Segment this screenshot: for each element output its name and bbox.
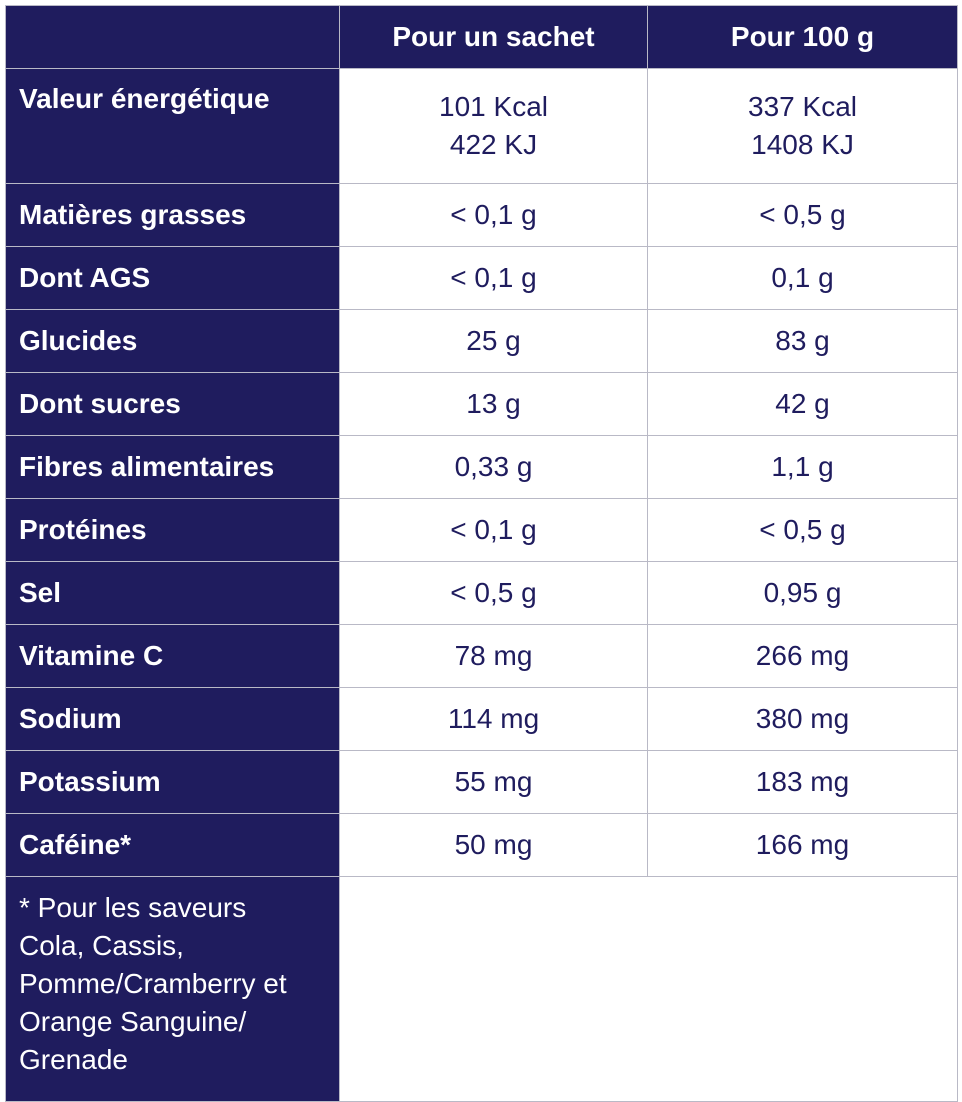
table-row: Dont AGS < 0,1 g 0,1 g — [5, 246, 958, 310]
row-label: Protéines — [5, 498, 340, 562]
row-label: Fibres alimentaires — [5, 435, 340, 499]
cell-energy-sachet: 101 Kcal 422 KJ — [339, 68, 648, 184]
cell-100g: 0,95 g — [647, 561, 958, 625]
cell-100g: < 0,5 g — [647, 498, 958, 562]
cell-100g: 1,1 g — [647, 435, 958, 499]
table-row: Sodium 114 mg 380 mg — [5, 687, 958, 751]
cell-sachet: 0,33 g — [339, 435, 648, 499]
header-row: Pour un sachet Pour 100 g — [5, 5, 958, 69]
cell-energy-100g: 337 Kcal 1408 KJ — [647, 68, 958, 184]
header-per-sachet: Pour un sachet — [339, 5, 648, 69]
footnote-empty-area — [339, 876, 958, 1102]
row-label: Glucides — [5, 309, 340, 373]
row-label: Sel — [5, 561, 340, 625]
table-row: Glucides 25 g 83 g — [5, 309, 958, 373]
footnote-line: Orange Sanguine/ — [19, 1006, 247, 1037]
header-per-100g: Pour 100 g — [647, 5, 958, 69]
cell-100g: 83 g — [647, 309, 958, 373]
row-label: Sodium — [5, 687, 340, 751]
row-label: Dont sucres — [5, 372, 340, 436]
row-label: Caféine* — [5, 813, 340, 877]
footnote-line: Cola, Cassis, — [19, 930, 184, 961]
footnote-line: * Pour les saveurs — [19, 892, 247, 923]
table-row: Dont sucres 13 g 42 g — [5, 372, 958, 436]
cell-100g: 266 mg — [647, 624, 958, 688]
header-corner — [5, 5, 340, 69]
cell-100g: 166 mg — [647, 813, 958, 877]
table-row: Matières grasses < 0,1 g < 0,5 g — [5, 183, 958, 247]
footnote-row: * Pour les saveurs Cola, Cassis, Pomme/C… — [5, 876, 958, 1102]
cell-sachet: 25 g — [339, 309, 648, 373]
cell-100g: 42 g — [647, 372, 958, 436]
cell-sachet: 55 mg — [339, 750, 648, 814]
table-row-energy: Valeur énergétique 101 Kcal 422 KJ 337 K… — [5, 68, 958, 184]
nutrition-table: Pour un sachet Pour 100 g Valeur énergét… — [5, 5, 958, 1102]
row-label: Dont AGS — [5, 246, 340, 310]
cell-100g: 0,1 g — [647, 246, 958, 310]
energy-sachet-kj: 422 KJ — [449, 129, 538, 160]
footnote-line: Pomme/Cramberry et — [19, 968, 287, 999]
table-row: Sel < 0,5 g 0,95 g — [5, 561, 958, 625]
row-label: Potassium — [5, 750, 340, 814]
row-label: Vitamine C — [5, 624, 340, 688]
cell-sachet: 50 mg — [339, 813, 648, 877]
cell-sachet: < 0,1 g — [339, 183, 648, 247]
table-row: Potassium 55 mg 183 mg — [5, 750, 958, 814]
table-row: Protéines < 0,1 g < 0,5 g — [5, 498, 958, 562]
cell-100g: 380 mg — [647, 687, 958, 751]
table-row: Caféine* 50 mg 166 mg — [5, 813, 958, 877]
energy-100g-kcal: 337 Kcal — [748, 91, 857, 122]
cell-sachet: 13 g — [339, 372, 648, 436]
energy-sachet-kcal: 101 Kcal — [439, 91, 548, 122]
table-row: Vitamine C 78 mg 266 mg — [5, 624, 958, 688]
energy-100g-kj: 1408 KJ — [751, 129, 854, 160]
cell-sachet: < 0,5 g — [339, 561, 648, 625]
cell-100g: 183 mg — [647, 750, 958, 814]
cell-sachet: 78 mg — [339, 624, 648, 688]
row-label: Matières grasses — [5, 183, 340, 247]
cell-sachet: 114 mg — [339, 687, 648, 751]
cell-100g: < 0,5 g — [647, 183, 958, 247]
table-row: Fibres alimentaires 0,33 g 1,1 g — [5, 435, 958, 499]
cell-sachet: < 0,1 g — [339, 246, 648, 310]
row-label-energy: Valeur énergétique — [5, 68, 340, 184]
footnote-line: Grenade — [19, 1044, 128, 1075]
cell-sachet: < 0,1 g — [339, 498, 648, 562]
footnote-cell: * Pour les saveurs Cola, Cassis, Pomme/C… — [5, 876, 340, 1102]
